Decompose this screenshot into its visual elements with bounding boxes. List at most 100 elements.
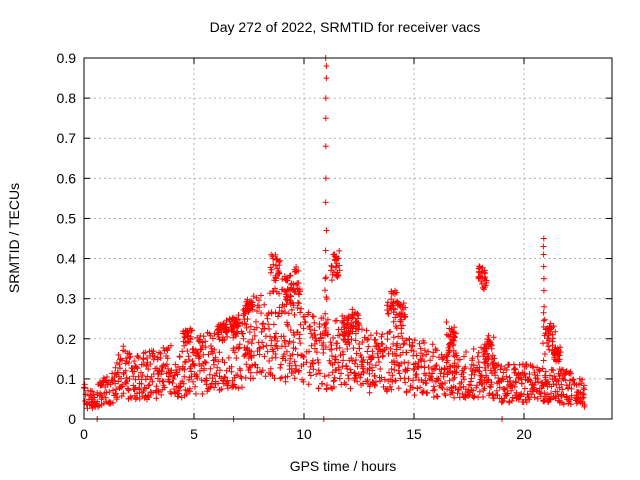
y-axis-label: SRMTID / TECUs <box>6 183 22 293</box>
data-point <box>181 366 188 373</box>
data-point <box>319 380 326 387</box>
data-point <box>293 264 300 270</box>
data-point <box>400 341 407 348</box>
data-point <box>555 378 562 385</box>
data-point <box>125 387 132 394</box>
data-point <box>340 317 347 324</box>
data-point <box>375 343 382 350</box>
data-point <box>123 374 130 381</box>
data-point <box>211 330 218 337</box>
data-point <box>391 358 397 364</box>
data-point <box>506 399 512 406</box>
data-point <box>568 385 575 392</box>
data-point <box>451 374 458 381</box>
data-point <box>294 351 301 358</box>
data-point <box>533 387 540 394</box>
data-point <box>486 340 493 347</box>
data-point <box>327 339 334 346</box>
data-point <box>194 349 200 355</box>
data-point <box>330 251 337 258</box>
data-point <box>491 355 498 362</box>
data-point <box>135 373 142 380</box>
data-point <box>546 337 553 344</box>
data-point <box>444 357 451 364</box>
data-point <box>482 270 489 277</box>
data-point <box>378 374 385 381</box>
data-point <box>272 262 279 269</box>
y-tick-label: 0 <box>68 411 76 427</box>
data-point <box>267 365 274 372</box>
data-point <box>246 329 253 336</box>
data-point <box>321 373 328 380</box>
data-point <box>256 304 263 311</box>
data-point <box>182 358 189 365</box>
data-point <box>526 376 533 383</box>
data-point <box>444 386 451 393</box>
data-point <box>254 364 261 371</box>
data-point <box>169 380 176 386</box>
data-point <box>198 377 205 384</box>
data-point <box>297 340 304 347</box>
data-point <box>197 346 204 353</box>
data-point <box>540 317 547 324</box>
data-point <box>445 369 452 376</box>
data-point <box>448 327 455 334</box>
data-point <box>233 355 240 361</box>
data-point <box>99 394 106 401</box>
data-point <box>158 391 165 398</box>
data-point <box>276 290 282 297</box>
y-tick-label: 0.4 <box>57 251 77 267</box>
data-point <box>285 323 291 329</box>
data-point <box>307 326 313 333</box>
data-point <box>282 357 289 364</box>
data-point <box>200 351 207 358</box>
data-point <box>245 338 252 345</box>
data-point <box>132 376 139 383</box>
data-point <box>545 343 552 350</box>
data-point <box>395 385 402 392</box>
data-point <box>471 371 478 378</box>
data-point <box>322 344 329 350</box>
data-point <box>471 393 478 400</box>
data-point <box>194 350 201 357</box>
data-point <box>113 386 120 393</box>
data-point <box>365 343 372 350</box>
data-point <box>409 384 416 391</box>
data-point <box>223 329 230 336</box>
data-point <box>322 321 329 328</box>
data-point <box>348 323 354 329</box>
data-point <box>531 386 538 393</box>
data-point <box>194 375 201 382</box>
data-point <box>161 384 168 391</box>
data-point <box>315 385 322 392</box>
data-point <box>314 356 321 363</box>
data-point <box>225 354 232 361</box>
data-point <box>536 368 543 375</box>
data-point <box>118 375 125 382</box>
data-point <box>322 287 328 294</box>
data-point <box>429 341 436 348</box>
data-point <box>394 340 401 347</box>
data-point <box>209 350 216 357</box>
data-point <box>455 363 462 370</box>
data-point <box>336 375 343 382</box>
data-point <box>107 381 114 388</box>
data-point <box>261 325 268 332</box>
data-point <box>400 300 407 307</box>
data-point <box>198 346 205 353</box>
data-point <box>249 362 256 369</box>
data-point <box>144 355 150 361</box>
data-point <box>490 334 497 341</box>
data-point <box>481 269 488 276</box>
data-point <box>268 266 275 273</box>
data-point <box>521 385 528 392</box>
data-point <box>341 324 348 331</box>
data-point <box>288 280 295 287</box>
data-point <box>365 335 372 342</box>
data-point <box>272 285 278 292</box>
data-point <box>131 358 138 365</box>
data-point <box>504 385 510 392</box>
data-point <box>159 378 166 385</box>
data-point <box>410 348 417 355</box>
data-point <box>295 267 302 274</box>
